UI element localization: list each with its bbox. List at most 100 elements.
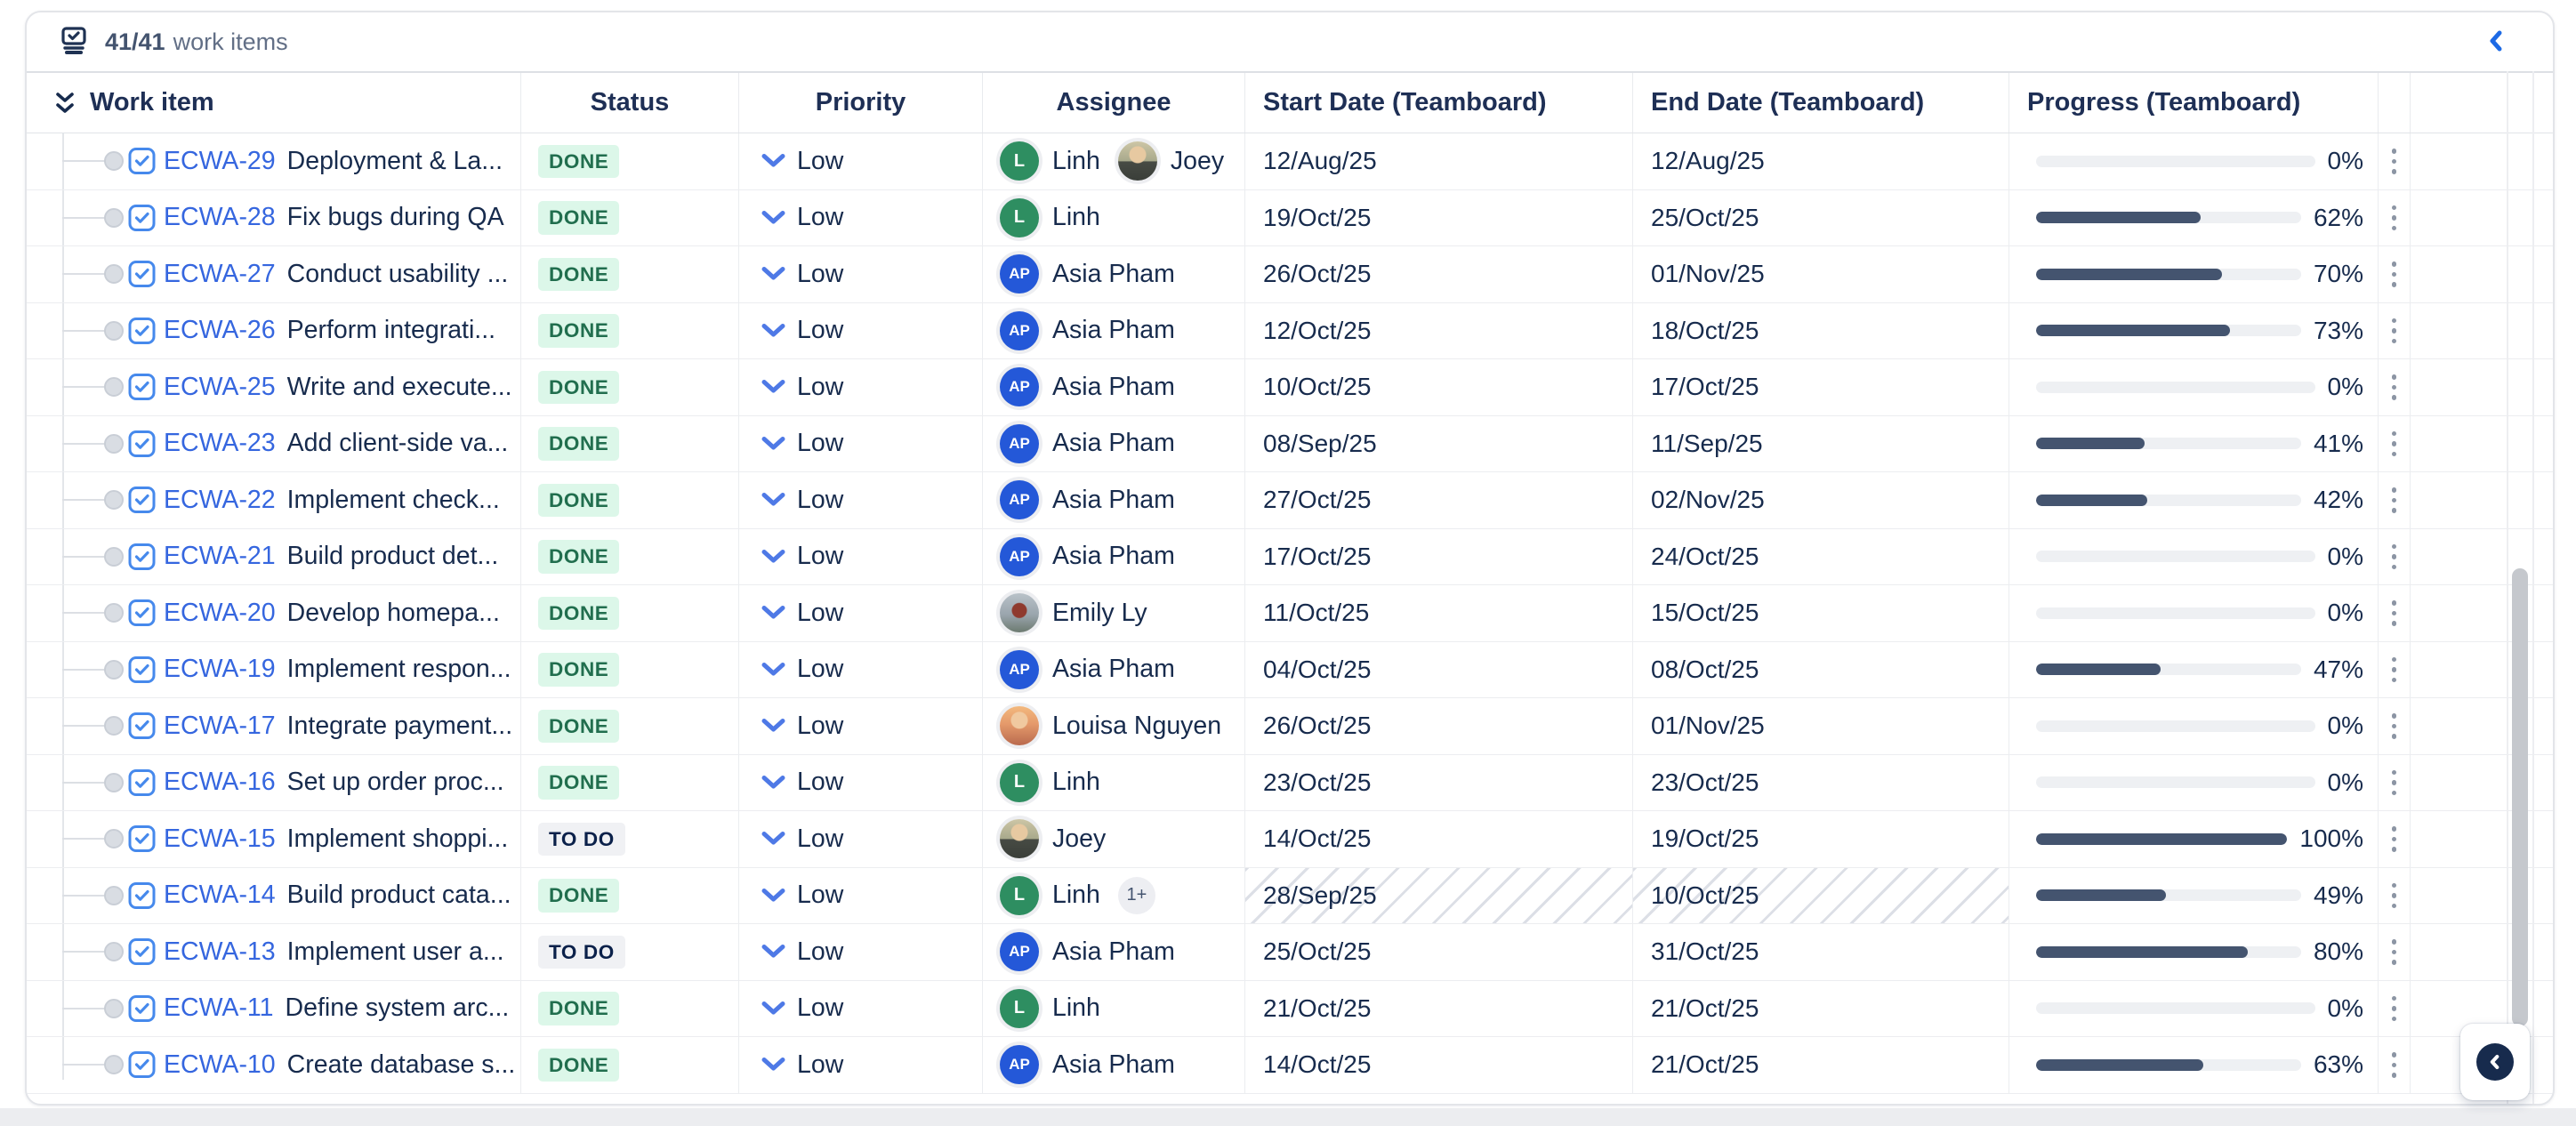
kebab-menu-icon[interactable] (2387, 595, 2403, 631)
start-date-cell[interactable]: 11/Oct/25 (1245, 585, 1633, 641)
kebab-menu-icon[interactable] (2387, 539, 2403, 575)
work-item-summary[interactable]: Set up order proc... (286, 768, 504, 797)
end-date-cell[interactable]: 17/Oct/25 (1633, 359, 2009, 415)
work-item-key-link[interactable]: ECWA-21 (164, 542, 276, 571)
header-priority[interactable]: Priority (739, 73, 983, 133)
start-date-cell[interactable]: 26/Oct/25 (1245, 698, 1633, 754)
start-date-cell[interactable]: 25/Oct/25 (1245, 924, 1633, 980)
assignee-avatar[interactable]: AP (1000, 649, 1039, 689)
work-item-summary[interactable]: Implement respon... (286, 655, 511, 684)
kebab-menu-icon[interactable] (2387, 934, 2403, 970)
status-badge[interactable]: DONE (538, 144, 620, 178)
header-assignee[interactable]: Assignee (983, 73, 1245, 133)
work-item-key-link[interactable]: ECWA-28 (164, 203, 276, 232)
start-date-cell[interactable]: 26/Oct/25 (1245, 246, 1633, 302)
assignee-avatar[interactable] (1000, 593, 1039, 633)
work-item-key-link[interactable]: ECWA-25 (164, 372, 276, 401)
vertical-scrollbar-thumb[interactable] (2512, 568, 2528, 1026)
end-date-cell[interactable]: 11/Sep/25 (1633, 415, 2009, 471)
start-date-cell[interactable]: 08/Sep/25 (1245, 415, 1633, 471)
work-item-summary[interactable]: Integrate payment... (286, 711, 513, 740)
kebab-menu-icon[interactable] (2387, 1047, 2403, 1083)
end-date-cell[interactable]: 08/Oct/25 (1633, 641, 2009, 697)
status-badge[interactable]: DONE (538, 992, 620, 1025)
status-badge[interactable]: DONE (538, 766, 620, 800)
assignee-avatar[interactable]: AP (1000, 254, 1039, 294)
kebab-menu-icon[interactable] (2387, 313, 2403, 350)
work-item-key-link[interactable]: ECWA-19 (164, 655, 276, 684)
status-badge[interactable]: DONE (538, 370, 620, 404)
end-date-cell[interactable]: 25/Oct/25 (1633, 189, 2009, 245)
header-start-date[interactable]: Start Date (Teamboard) (1245, 73, 1633, 133)
drag-handle-dot[interactable] (104, 998, 124, 1018)
drag-handle-dot[interactable] (104, 320, 124, 341)
work-item-summary[interactable]: Implement check... (286, 485, 500, 514)
kebab-menu-icon[interactable] (2387, 708, 2403, 744)
priority-label[interactable]: Low (797, 824, 844, 853)
work-item-key-link[interactable]: ECWA-16 (164, 768, 276, 797)
status-badge[interactable]: DONE (538, 879, 620, 913)
header-end-date[interactable]: End Date (Teamboard) (1633, 73, 2009, 133)
assignee-avatar[interactable]: L (1000, 988, 1039, 1028)
start-date-cell[interactable]: 10/Oct/25 (1245, 359, 1633, 415)
drag-handle-dot[interactable] (104, 490, 124, 511)
drag-handle-dot[interactable] (104, 151, 124, 172)
kebab-menu-icon[interactable] (2387, 426, 2403, 462)
end-date-cell[interactable]: 18/Oct/25 (1633, 302, 2009, 358)
start-date-cell[interactable]: 17/Oct/25 (1245, 528, 1633, 584)
work-item-summary[interactable]: Create database s... (286, 1050, 516, 1079)
status-badge[interactable]: TO DO (538, 822, 625, 856)
kebab-menu-icon[interactable] (2387, 482, 2403, 519)
assignee-avatar[interactable] (1000, 819, 1039, 859)
assignee-avatar[interactable]: AP (1000, 367, 1039, 407)
priority-label[interactable]: Low (797, 1050, 844, 1079)
work-item-key-link[interactable]: ECWA-15 (164, 824, 276, 853)
drag-handle-dot[interactable] (104, 885, 124, 905)
priority-label[interactable]: Low (797, 316, 844, 345)
end-date-cell[interactable]: 15/Oct/25 (1633, 585, 2009, 641)
header-progress[interactable]: Progress (Teamboard) (2009, 73, 2379, 133)
start-date-cell[interactable]: 14/Oct/25 (1245, 1037, 1633, 1093)
assignee-avatar[interactable]: L (1000, 762, 1039, 802)
show-timeline-button[interactable] (2476, 1043, 2514, 1081)
assignee-avatar[interactable]: AP (1000, 480, 1039, 520)
end-date-cell[interactable]: 23/Oct/25 (1633, 754, 2009, 810)
work-item-key-link[interactable]: ECWA-20 (164, 598, 276, 627)
priority-label[interactable]: Low (797, 485, 844, 514)
start-date-cell[interactable]: 14/Oct/25 (1245, 811, 1633, 867)
kebab-menu-icon[interactable] (2387, 143, 2403, 180)
drag-handle-dot[interactable] (104, 942, 124, 962)
assignee-avatar[interactable] (1000, 706, 1039, 746)
kebab-menu-icon[interactable] (2387, 991, 2403, 1027)
priority-label[interactable]: Low (797, 429, 844, 458)
end-date-cell[interactable]: 10/Oct/25 (1633, 867, 2009, 923)
priority-label[interactable]: Low (797, 768, 844, 797)
start-date-cell[interactable]: 12/Oct/25 (1245, 302, 1633, 358)
assignee-avatar[interactable] (1117, 141, 1157, 181)
assignee-avatar[interactable]: L (1000, 197, 1039, 237)
priority-label[interactable]: Low (797, 993, 844, 1023)
header-status[interactable]: Status (521, 73, 739, 133)
end-date-cell[interactable]: 12/Aug/25 (1633, 133, 2009, 189)
assignee-avatar[interactable]: AP (1000, 932, 1039, 972)
end-date-cell[interactable]: 01/Nov/25 (1633, 246, 2009, 302)
end-date-cell[interactable]: 21/Oct/25 (1633, 1037, 2009, 1093)
work-item-summary[interactable]: Define system arc... (285, 993, 510, 1023)
priority-label[interactable]: Low (797, 259, 844, 288)
priority-label[interactable]: Low (797, 598, 844, 627)
work-item-summary[interactable]: Fix bugs during QA (286, 203, 504, 232)
work-item-summary[interactable]: Perform integrati... (286, 316, 496, 345)
work-item-key-link[interactable]: ECWA-14 (164, 881, 276, 910)
expand-all-icon[interactable] (53, 87, 76, 119)
drag-handle-dot[interactable] (104, 207, 124, 228)
start-date-cell[interactable]: 27/Oct/25 (1245, 472, 1633, 528)
assignee-avatar[interactable]: AP (1000, 423, 1039, 463)
assignee-avatar[interactable]: L (1000, 875, 1039, 915)
drag-handle-dot[interactable] (104, 264, 124, 285)
work-item-summary[interactable]: Conduct usability ... (286, 259, 509, 288)
priority-label[interactable]: Low (797, 542, 844, 571)
start-date-cell[interactable]: 21/Oct/25 (1245, 980, 1633, 1036)
status-badge[interactable]: DONE (538, 257, 620, 291)
status-badge[interactable]: DONE (538, 709, 620, 743)
work-item-summary[interactable]: Deployment & La... (286, 146, 503, 175)
